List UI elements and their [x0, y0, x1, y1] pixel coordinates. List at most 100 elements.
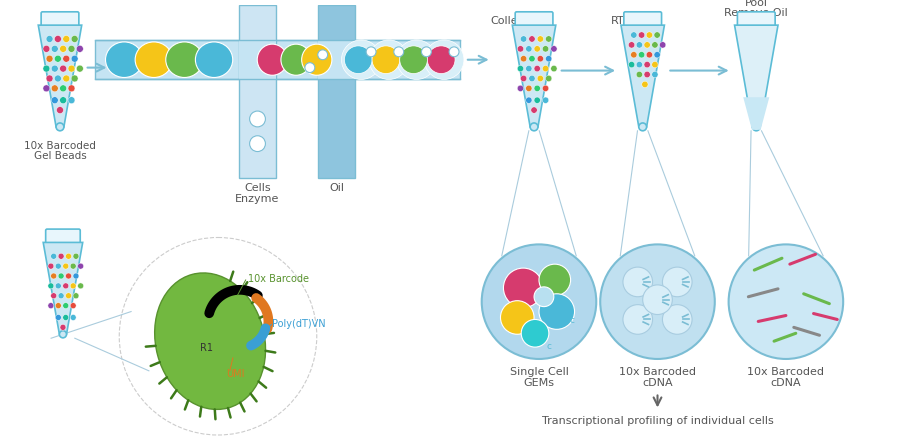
Circle shape [48, 263, 54, 269]
Circle shape [370, 40, 409, 79]
Circle shape [400, 46, 427, 74]
Circle shape [65, 293, 72, 299]
Circle shape [525, 85, 532, 92]
Text: Single Cell: Single Cell [510, 367, 569, 377]
Polygon shape [94, 40, 460, 79]
Circle shape [68, 85, 75, 92]
Circle shape [521, 55, 526, 62]
Text: c: c [569, 316, 574, 325]
Ellipse shape [258, 44, 287, 75]
Text: UMI: UMI [226, 369, 245, 379]
Circle shape [501, 301, 534, 334]
Circle shape [623, 305, 653, 334]
Circle shape [43, 65, 50, 72]
Circle shape [534, 46, 540, 52]
Circle shape [662, 267, 692, 297]
Circle shape [551, 46, 558, 52]
Text: 10x Barcoded: 10x Barcoded [619, 367, 696, 377]
Circle shape [546, 36, 552, 42]
Circle shape [729, 245, 844, 359]
Text: Pool: Pool [745, 0, 768, 8]
FancyBboxPatch shape [46, 229, 80, 244]
Circle shape [372, 46, 400, 74]
Circle shape [46, 35, 53, 42]
Circle shape [628, 42, 635, 48]
Circle shape [534, 287, 554, 307]
Polygon shape [744, 97, 769, 130]
Circle shape [57, 107, 63, 113]
Circle shape [652, 72, 658, 78]
Circle shape [537, 75, 544, 82]
FancyBboxPatch shape [624, 12, 661, 27]
Circle shape [638, 51, 645, 58]
Circle shape [481, 245, 596, 359]
Circle shape [58, 253, 64, 259]
Circle shape [68, 65, 75, 72]
FancyBboxPatch shape [515, 12, 553, 27]
Circle shape [422, 47, 431, 57]
Circle shape [43, 45, 50, 52]
Ellipse shape [302, 44, 332, 75]
Circle shape [662, 305, 692, 334]
Text: Remove Oil: Remove Oil [724, 8, 788, 18]
Circle shape [639, 123, 646, 131]
Circle shape [43, 85, 50, 92]
Circle shape [654, 32, 660, 38]
Text: RT: RT [611, 16, 624, 26]
Circle shape [78, 283, 83, 289]
Polygon shape [39, 25, 82, 127]
Circle shape [546, 55, 552, 62]
Circle shape [638, 32, 645, 38]
Circle shape [249, 136, 265, 152]
Circle shape [546, 75, 552, 82]
Polygon shape [238, 40, 276, 79]
Circle shape [71, 263, 76, 269]
Circle shape [449, 47, 459, 57]
Circle shape [427, 46, 455, 74]
Circle shape [51, 45, 58, 52]
Circle shape [503, 268, 543, 308]
Circle shape [78, 263, 83, 269]
Text: Transcriptional profiling of individual cells: Transcriptional profiling of individual … [542, 416, 773, 426]
Circle shape [73, 293, 79, 299]
Circle shape [58, 273, 64, 279]
Circle shape [529, 75, 536, 82]
Circle shape [752, 123, 760, 131]
Circle shape [71, 314, 76, 320]
Circle shape [534, 97, 540, 103]
FancyBboxPatch shape [41, 12, 79, 27]
Circle shape [539, 264, 570, 296]
Circle shape [55, 314, 61, 320]
Text: 10x Barcoded: 10x Barcoded [24, 141, 96, 151]
Circle shape [652, 42, 658, 48]
Polygon shape [318, 5, 355, 178]
Circle shape [60, 85, 67, 92]
Ellipse shape [281, 44, 311, 75]
Circle shape [58, 293, 64, 299]
Circle shape [341, 40, 381, 79]
Circle shape [76, 65, 83, 72]
Polygon shape [735, 25, 778, 127]
Circle shape [530, 123, 538, 131]
Circle shape [62, 283, 69, 289]
Circle shape [397, 40, 436, 79]
Circle shape [46, 75, 53, 82]
Circle shape [366, 47, 376, 57]
Circle shape [525, 65, 532, 72]
Circle shape [521, 320, 549, 347]
Circle shape [542, 97, 548, 103]
Circle shape [68, 97, 75, 104]
Circle shape [537, 36, 544, 42]
Ellipse shape [155, 273, 266, 409]
Circle shape [531, 107, 537, 113]
Circle shape [521, 75, 526, 82]
Circle shape [54, 75, 61, 82]
Circle shape [62, 263, 69, 269]
Circle shape [62, 55, 70, 62]
Circle shape [60, 324, 66, 330]
Circle shape [62, 314, 69, 320]
Circle shape [62, 35, 70, 42]
Circle shape [646, 32, 653, 38]
Text: GEMs: GEMs [524, 378, 555, 388]
Circle shape [65, 273, 72, 279]
